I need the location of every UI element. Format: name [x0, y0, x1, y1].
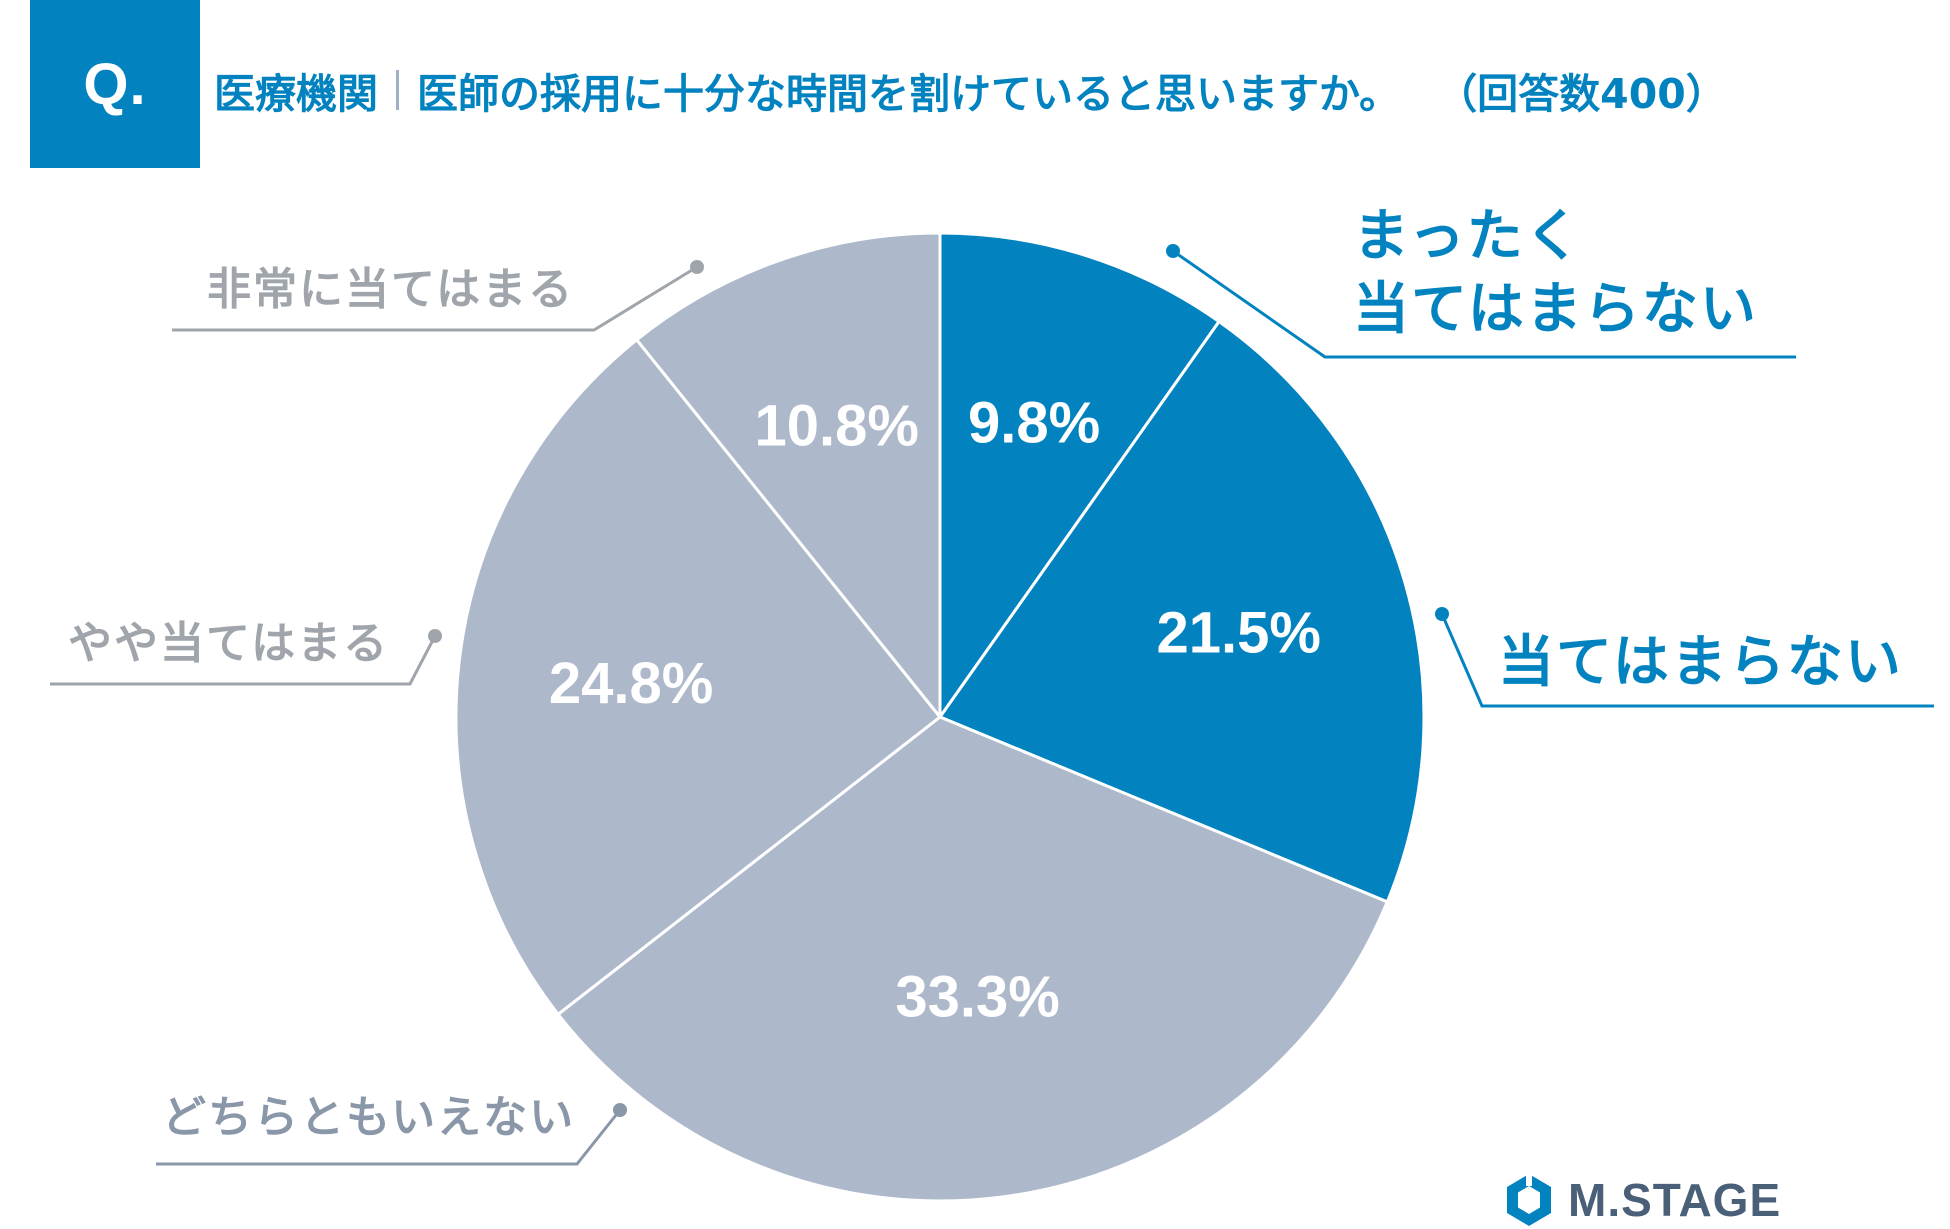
pie-slices [454, 231, 1426, 1203]
leader-dot [428, 629, 442, 643]
leader-line [1172, 249, 1796, 359]
slice-category-label: まったく [1353, 204, 1583, 269]
question-text: 医療機関 医師の採用に十分な時間を割けていると思いますか。 （回答数400） [214, 60, 1727, 120]
brand-logo-text: M.STAGE [1568, 1174, 1782, 1226]
hexagon-logo-icon [1507, 1174, 1551, 1226]
question-separator [396, 70, 399, 110]
leader-line [172, 265, 698, 332]
callout-5: 非常に当てはまる [172, 260, 704, 332]
slice-value-label: 24.8% [549, 651, 713, 716]
slice-category-label: やや当てはまる [68, 618, 389, 669]
leader-line [156, 1109, 622, 1166]
leader-dot [1435, 607, 1449, 621]
slice-category-label: 当てはまらない [1498, 630, 1903, 695]
brand-logo: M.STAGE [1504, 1172, 1781, 1228]
leader-dot [1166, 244, 1180, 258]
respondent-count: （回答数400） [1436, 70, 1727, 118]
slice-value-label: 21.5% [1156, 600, 1320, 665]
question-badge: Q. [30, 0, 200, 168]
slice-category-label: 非常に当てはまる [207, 264, 574, 315]
slice-value-label: 10.8% [754, 394, 918, 459]
pie-slice-1 [938, 231, 1221, 719]
callout-4: やや当てはまる [50, 618, 442, 686]
callout-2: 当てはまらない [1435, 607, 1934, 708]
slice-category-label: どちらともいえない [162, 1092, 575, 1143]
pie-slice-5 [635, 231, 942, 719]
pie-slice-3 [556, 715, 1389, 1203]
slice-category-label: 当てはまらない [1353, 277, 1758, 342]
pie-slice-4 [454, 338, 942, 1016]
leader-line [50, 635, 437, 686]
question-body: 医師の採用に十分な時間を割けていると思いますか。 [417, 70, 1401, 118]
leader-dot [690, 260, 704, 274]
slice-value-label: 33.3% [895, 965, 1059, 1030]
leader-dot [613, 1103, 627, 1117]
leader-line [1440, 613, 1934, 708]
callout-3: どちらともいえない [156, 1092, 627, 1166]
pie-slice-2 [938, 320, 1426, 904]
question-category: 医療機関 [214, 70, 378, 118]
slice-value-label: 9.8% [968, 391, 1100, 456]
